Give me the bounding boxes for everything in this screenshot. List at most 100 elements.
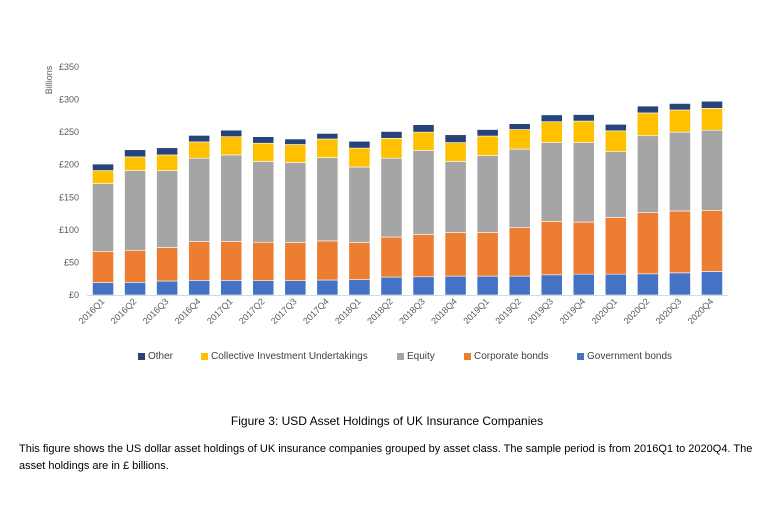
x-tick-label: 2017Q3 bbox=[269, 296, 299, 326]
bar-stack-2019Q1 bbox=[476, 129, 499, 296]
bar-segment-corporate-bonds bbox=[220, 241, 243, 281]
bar-segment-corporate-bonds bbox=[380, 236, 403, 278]
bar-segment-other bbox=[380, 131, 403, 139]
legend-label-corporate-bonds: Corporate bonds bbox=[474, 350, 549, 362]
bar-stack-2017Q4 bbox=[316, 133, 339, 296]
bar-segment-government-bonds bbox=[636, 273, 659, 296]
bar-segment-corporate-bonds bbox=[508, 227, 531, 277]
bar-segment-corporate-bonds bbox=[316, 240, 339, 281]
bar-segment-corporate-bonds bbox=[604, 217, 627, 275]
legend-item-equity: Equity bbox=[397, 348, 435, 364]
bar-segment-equity bbox=[412, 150, 435, 235]
figure-caption-text: This figure shows the US dollar asset ho… bbox=[19, 443, 753, 472]
x-tick-label: 2019Q4 bbox=[557, 296, 587, 326]
bar-segment-other bbox=[412, 124, 435, 133]
legend-label-government-bonds: Government bonds bbox=[587, 350, 673, 362]
bar-segment-collective-investment-undertakings bbox=[476, 135, 499, 156]
legend-swatch-government-bonds bbox=[577, 352, 584, 360]
bar-stack-2017Q1 bbox=[220, 129, 243, 296]
bar-segment-corporate-bonds bbox=[701, 210, 723, 272]
legend-label-ciu: Collective Investment Undertakings bbox=[211, 350, 368, 362]
bar-segment-collective-investment-undertakings bbox=[636, 112, 659, 137]
bar-segment-equity bbox=[444, 161, 467, 233]
legend-label-equity: Equity bbox=[407, 350, 435, 362]
bar-segment-equity bbox=[508, 148, 531, 228]
bar-segment-corporate-bonds bbox=[669, 210, 691, 274]
y-tick-label: £0 bbox=[69, 290, 79, 300]
legend-swatch-equity bbox=[397, 352, 404, 360]
x-tick-label: 2018Q3 bbox=[397, 296, 427, 326]
y-tick-label: £150 bbox=[59, 192, 79, 202]
bar-segment-government-bonds bbox=[476, 275, 499, 296]
bar-stack-2019Q3 bbox=[540, 114, 563, 296]
bar-segment-equity bbox=[636, 135, 659, 213]
bar-segment-collective-investment-undertakings bbox=[444, 142, 467, 162]
bar-stack-2018Q4 bbox=[444, 134, 467, 296]
bar-segment-collective-investment-undertakings bbox=[604, 130, 627, 152]
bar-segment-equity bbox=[701, 129, 723, 211]
x-tick-label: 2019Q1 bbox=[461, 296, 491, 326]
bar-segment-collective-investment-undertakings bbox=[92, 170, 114, 184]
bar-stack-2018Q3 bbox=[412, 124, 435, 296]
bar-segment-collective-investment-undertakings bbox=[156, 154, 179, 171]
bar-segment-other bbox=[540, 114, 563, 123]
x-tick-label: 2016Q4 bbox=[173, 296, 203, 326]
bar-segment-equity bbox=[572, 142, 595, 223]
bar-segment-government-bonds bbox=[124, 281, 146, 296]
bar-segment-equity bbox=[316, 157, 339, 242]
bar-segment-equity bbox=[604, 151, 627, 218]
legend-swatch-corporate-bonds bbox=[464, 352, 471, 360]
bar-segment-other bbox=[701, 100, 723, 109]
bar-segment-government-bonds bbox=[188, 280, 211, 296]
bar-segment-collective-investment-undertakings bbox=[348, 147, 371, 168]
bar-segment-equity bbox=[124, 170, 146, 252]
legend-label-other: Other bbox=[148, 350, 174, 362]
bar-segment-government-bonds bbox=[572, 273, 595, 296]
x-tick-label: 2016Q2 bbox=[109, 296, 139, 326]
bar-segment-government-bonds bbox=[412, 276, 435, 296]
bar-stack-2020Q1 bbox=[604, 124, 627, 296]
bar-segment-government-bonds bbox=[604, 273, 627, 296]
y-tick-label: £200 bbox=[59, 160, 79, 170]
bar-segment-corporate-bonds bbox=[284, 242, 307, 281]
y-tick-label: £50 bbox=[64, 257, 79, 267]
bar-segment-collective-investment-undertakings bbox=[380, 138, 403, 159]
bar-segment-collective-investment-undertakings bbox=[669, 109, 691, 133]
bar-segment-equity bbox=[284, 162, 307, 243]
y-tick-label: £100 bbox=[59, 225, 79, 235]
bar-segment-collective-investment-undertakings bbox=[188, 141, 211, 159]
bar-stack-2020Q2 bbox=[636, 105, 659, 296]
x-tick-label: 2019Q2 bbox=[493, 296, 523, 326]
bar-segment-other bbox=[92, 163, 114, 171]
bar-segment-collective-investment-undertakings bbox=[540, 121, 563, 143]
bar-segment-collective-investment-undertakings bbox=[316, 138, 339, 158]
bar-segment-corporate-bonds bbox=[188, 241, 211, 281]
bar-stack-2019Q4 bbox=[572, 114, 595, 296]
x-tick-label: 2017Q4 bbox=[301, 296, 331, 326]
bar-segment-corporate-bonds bbox=[476, 232, 499, 277]
bar-segment-other bbox=[252, 136, 275, 144]
bar-segment-government-bonds bbox=[252, 280, 275, 296]
legend-swatch-other bbox=[138, 352, 145, 360]
bar-segment-other bbox=[444, 134, 467, 143]
bar-segment-government-bonds bbox=[156, 280, 179, 296]
bar-segment-collective-investment-undertakings bbox=[124, 156, 146, 171]
bar-segment-government-bonds bbox=[380, 276, 403, 296]
bar-stack-2016Q4 bbox=[188, 135, 211, 296]
bar-stack-2017Q3 bbox=[284, 138, 307, 296]
bar-stack-2018Q2 bbox=[380, 131, 403, 296]
bar-segment-government-bonds bbox=[444, 275, 467, 296]
bar-segment-government-bonds bbox=[701, 271, 723, 296]
bar-segment-corporate-bonds bbox=[124, 250, 146, 283]
bar-stack-2020Q3 bbox=[669, 103, 691, 296]
bar-segment-collective-investment-undertakings bbox=[508, 129, 531, 150]
x-tick-label: 2017Q1 bbox=[205, 296, 235, 326]
bar-segment-equity bbox=[380, 157, 403, 238]
bar-segment-other bbox=[188, 135, 211, 143]
x-tick-label: 2020Q1 bbox=[590, 296, 620, 326]
bar-segment-collective-investment-undertakings bbox=[572, 120, 595, 143]
bar-segment-other bbox=[476, 129, 499, 137]
x-tick-label: 2018Q2 bbox=[365, 296, 395, 326]
bar-stack-2016Q1 bbox=[92, 163, 114, 296]
bar-segment-equity bbox=[156, 170, 179, 248]
